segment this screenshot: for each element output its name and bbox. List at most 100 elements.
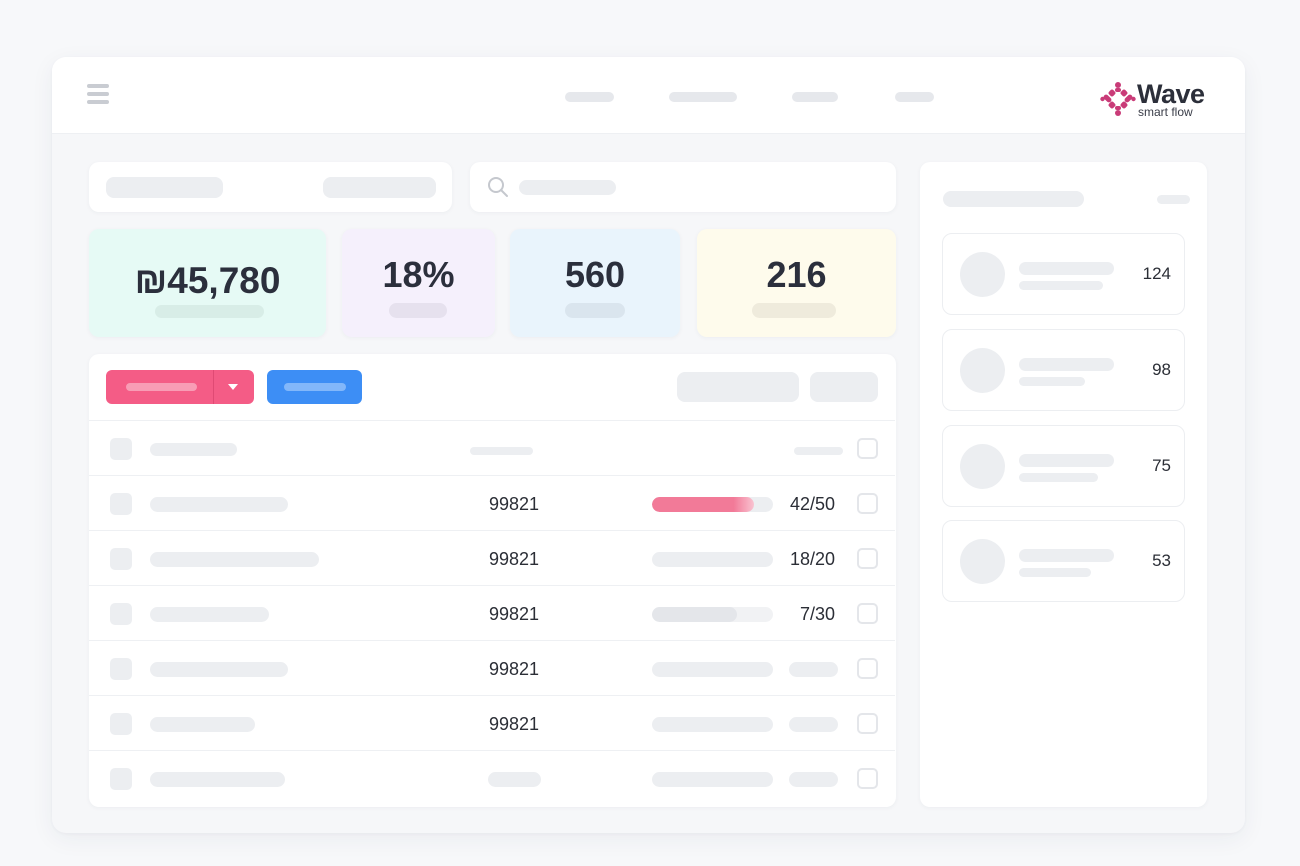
row-id: 99821 bbox=[489, 494, 540, 514]
item-title bbox=[1019, 358, 1114, 371]
row-checkbox[interactable] bbox=[110, 493, 132, 515]
item-subtitle bbox=[1019, 377, 1085, 386]
row-progress-label: 18/20 bbox=[789, 549, 835, 569]
progress-bar bbox=[652, 552, 773, 567]
header-action-checkbox[interactable] bbox=[857, 438, 878, 459]
stat-label-revenue bbox=[155, 305, 264, 318]
toolbar-export[interactable] bbox=[810, 372, 878, 402]
list-item[interactable]: 124 bbox=[942, 233, 1185, 315]
row-id-placeholder bbox=[488, 772, 541, 787]
table-row[interactable]: 99821 7/30 bbox=[89, 585, 895, 640]
row-checkbox[interactable] bbox=[110, 768, 132, 790]
list-item[interactable]: 53 bbox=[942, 520, 1185, 602]
search-input-placeholder[interactable] bbox=[519, 180, 616, 195]
filter-select[interactable] bbox=[106, 177, 223, 198]
top-bar: Wave smart flow bbox=[52, 57, 1245, 134]
progress-bar bbox=[652, 717, 773, 732]
primary-split-button[interactable] bbox=[106, 370, 254, 404]
row-name bbox=[150, 497, 288, 512]
item-subtitle bbox=[1019, 473, 1098, 482]
row-name bbox=[150, 552, 319, 567]
table-row[interactable]: 99821 18/20 bbox=[89, 530, 895, 585]
filter-select-secondary[interactable] bbox=[323, 177, 436, 198]
row-id: 99821 bbox=[489, 549, 540, 569]
row-action-checkbox[interactable] bbox=[857, 493, 878, 514]
row-checkbox[interactable] bbox=[110, 548, 132, 570]
table-header bbox=[89, 420, 895, 475]
avatar bbox=[960, 348, 1005, 393]
progress-bar bbox=[652, 497, 773, 512]
stat-card-percent: 18% bbox=[342, 229, 495, 337]
list-item[interactable]: 98 bbox=[942, 329, 1185, 411]
avatar bbox=[960, 252, 1005, 297]
sidebar-panel: 124 98 75 53 bbox=[920, 162, 1207, 807]
row-progress-placeholder bbox=[789, 662, 838, 677]
stat-label-count bbox=[565, 303, 625, 318]
nav-item-3[interactable] bbox=[792, 92, 838, 102]
brand-tagline: smart flow bbox=[1138, 105, 1193, 119]
table-row[interactable] bbox=[89, 750, 895, 805]
row-checkbox[interactable] bbox=[110, 603, 132, 625]
search-bar[interactable] bbox=[470, 162, 896, 212]
row-action-checkbox[interactable] bbox=[857, 768, 878, 789]
row-id: 99821 bbox=[489, 604, 540, 624]
row-checkbox[interactable] bbox=[110, 658, 132, 680]
table-card: 99821 42/50 99821 18/20 99821 7/30 bbox=[89, 354, 896, 807]
row-checkbox[interactable] bbox=[110, 713, 132, 735]
item-count: 53 bbox=[1152, 551, 1171, 570]
stat-value-count: 560 bbox=[564, 254, 626, 295]
progress-fill bbox=[652, 497, 754, 512]
row-name bbox=[150, 717, 255, 732]
column-header-id bbox=[470, 447, 533, 455]
chevron-down-icon[interactable] bbox=[227, 383, 239, 391]
nav-item-1[interactable] bbox=[565, 92, 614, 102]
wave-logo-icon bbox=[1100, 82, 1136, 116]
row-action-checkbox[interactable] bbox=[857, 658, 878, 679]
column-header-progress bbox=[794, 447, 843, 455]
stat-value-revenue: ₪45,780 bbox=[134, 260, 281, 301]
stat-value-total: 216 bbox=[766, 254, 827, 295]
progress-bar bbox=[652, 662, 773, 677]
item-title bbox=[1019, 454, 1114, 467]
list-item[interactable]: 75 bbox=[942, 425, 1185, 507]
row-name bbox=[150, 662, 288, 677]
stat-label-total bbox=[752, 303, 836, 318]
nav-item-4[interactable] bbox=[895, 92, 934, 102]
menu-icon[interactable] bbox=[87, 84, 109, 104]
item-title bbox=[1019, 549, 1114, 562]
stat-value-percent: 18% bbox=[382, 254, 455, 295]
nav-item-2[interactable] bbox=[669, 92, 737, 102]
row-progress-label: 7/30 bbox=[799, 604, 835, 624]
progress-fill bbox=[652, 607, 737, 622]
row-progress-label: 42/50 bbox=[789, 494, 835, 514]
row-action-checkbox[interactable] bbox=[857, 713, 878, 734]
filter-card bbox=[89, 162, 452, 212]
row-id: 99821 bbox=[489, 714, 540, 734]
row-progress-placeholder bbox=[789, 717, 838, 732]
avatar bbox=[960, 539, 1005, 584]
sidebar-action[interactable] bbox=[1157, 195, 1190, 204]
select-all-checkbox[interactable] bbox=[110, 438, 132, 460]
row-action-checkbox[interactable] bbox=[857, 548, 878, 569]
item-count: 75 bbox=[1152, 456, 1171, 475]
toolbar-filter[interactable] bbox=[677, 372, 799, 402]
app-window: Wave smart flow ₪45,780 18% 560 216 bbox=[52, 57, 1245, 833]
item-subtitle bbox=[1019, 568, 1091, 577]
table-row[interactable]: 99821 42/50 bbox=[89, 475, 895, 530]
item-title bbox=[1019, 262, 1114, 275]
primary-button-label bbox=[126, 383, 197, 391]
row-name bbox=[150, 607, 269, 622]
row-progress-placeholder bbox=[789, 772, 838, 787]
table-row[interactable]: 99821 bbox=[89, 640, 895, 695]
row-action-checkbox[interactable] bbox=[857, 603, 878, 624]
avatar bbox=[960, 444, 1005, 489]
sidebar-title bbox=[943, 191, 1084, 207]
brand-logo[interactable]: Wave smart flow bbox=[1100, 79, 1210, 119]
brand-name: Wave bbox=[1137, 79, 1205, 109]
secondary-button[interactable] bbox=[267, 370, 362, 404]
item-count: 124 bbox=[1142, 264, 1171, 283]
secondary-button-label bbox=[284, 383, 346, 391]
table-row[interactable]: 99821 bbox=[89, 695, 895, 750]
stat-label-percent bbox=[389, 303, 447, 318]
row-name bbox=[150, 772, 285, 787]
